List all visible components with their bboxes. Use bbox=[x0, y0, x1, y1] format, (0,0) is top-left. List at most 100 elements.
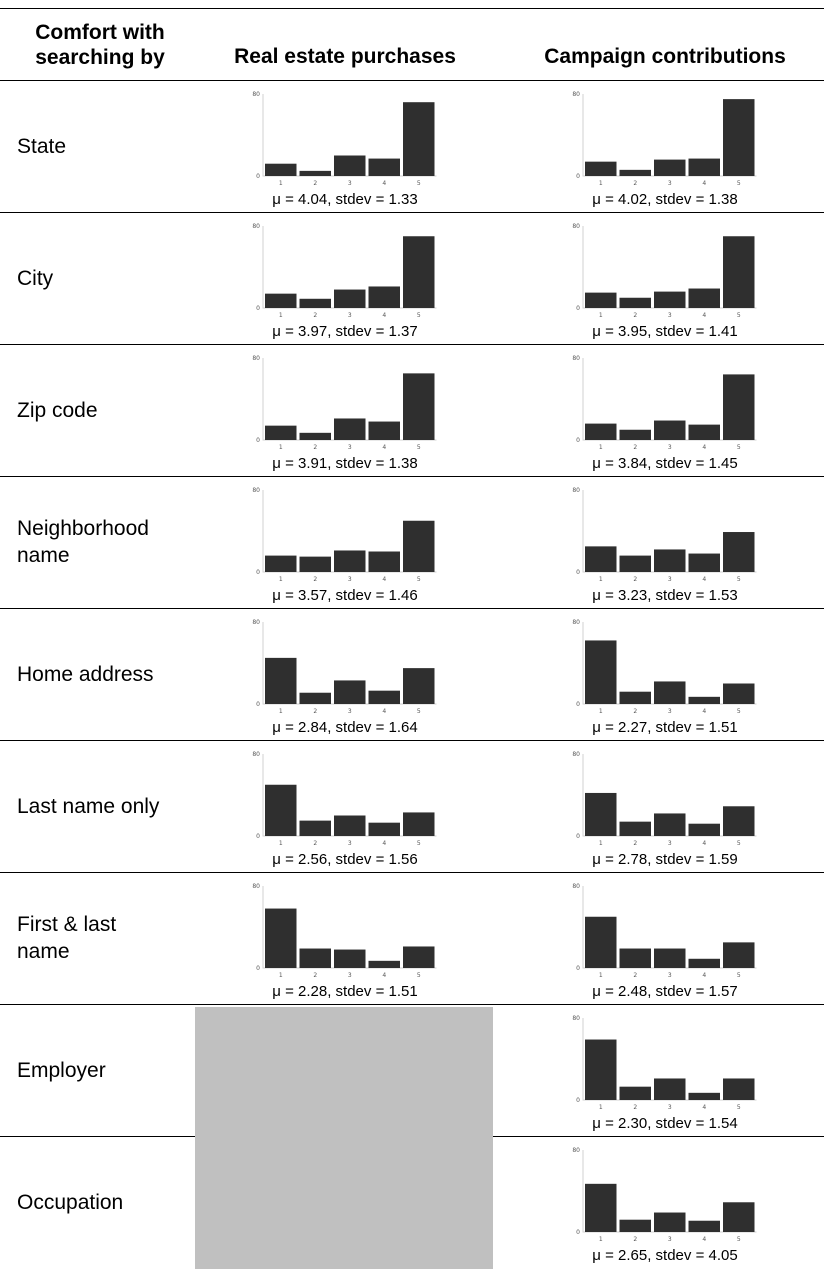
x-tick-label: 4 bbox=[702, 180, 706, 187]
y-tick-label: 0 bbox=[256, 569, 260, 576]
x-tick-label: 2 bbox=[633, 312, 637, 319]
x-tick-label: 4 bbox=[702, 972, 706, 979]
row-label-line: name bbox=[17, 544, 70, 567]
histogram-cell-campaign: 0 80 1 2 3 4 5 μ = 2.30, stdev = 1.54 bbox=[515, 1005, 815, 1137]
summary-stats: μ = 2.65, stdev = 4.05 bbox=[592, 1247, 738, 1264]
x-tick-label: 2 bbox=[633, 708, 637, 715]
summary-stats: μ = 2.56, stdev = 1.56 bbox=[272, 851, 418, 868]
x-tick-label: 2 bbox=[633, 1236, 637, 1243]
histogram-chart: 0 80 1 2 3 4 5 bbox=[252, 91, 437, 187]
histogram-bar bbox=[585, 1039, 617, 1100]
histogram-bar bbox=[299, 692, 331, 704]
summary-stats: μ = 3.57, stdev = 1.46 bbox=[272, 587, 418, 604]
histogram-bar bbox=[585, 640, 617, 704]
x-tick-label: 3 bbox=[668, 576, 672, 583]
histogram-bar bbox=[299, 948, 331, 968]
y-tick-label: 0 bbox=[256, 305, 260, 312]
histogram-bar bbox=[334, 289, 366, 308]
summary-stats: μ = 3.84, stdev = 1.45 bbox=[592, 455, 738, 472]
x-tick-label: 3 bbox=[668, 708, 672, 715]
histogram-chart: 0 80 1 2 3 4 5 bbox=[572, 91, 757, 187]
histogram-cell-campaign: 0 80 1 2 3 4 5 μ = 2.65, stdev = 4.05 bbox=[515, 1137, 815, 1269]
histogram-bar bbox=[654, 948, 686, 968]
histogram-bar bbox=[723, 1202, 755, 1232]
histogram-bar bbox=[723, 99, 755, 176]
histogram-bar bbox=[619, 948, 651, 968]
histogram-chart: 0 80 1 2 3 4 5 bbox=[572, 487, 757, 583]
x-tick-label: 1 bbox=[599, 1104, 603, 1111]
histogram-bar bbox=[619, 1219, 651, 1232]
histogram-bar bbox=[368, 822, 400, 836]
summary-stats: μ = 3.97, stdev = 1.37 bbox=[272, 323, 418, 340]
x-tick-label: 1 bbox=[279, 180, 283, 187]
x-tick-label: 5 bbox=[417, 972, 421, 979]
table-divider bbox=[0, 872, 824, 873]
row-label: Home address bbox=[17, 661, 192, 688]
x-tick-label: 3 bbox=[668, 972, 672, 979]
x-tick-label: 3 bbox=[668, 312, 672, 319]
x-tick-label: 2 bbox=[313, 444, 317, 451]
x-tick-label: 1 bbox=[599, 708, 603, 715]
histogram-bar bbox=[265, 657, 297, 704]
histogram-bar bbox=[688, 696, 720, 704]
histogram-bar bbox=[403, 373, 435, 440]
histogram-bar bbox=[368, 286, 400, 308]
x-tick-label: 5 bbox=[737, 972, 741, 979]
histogram-bar bbox=[368, 551, 400, 572]
column-header-real-estate: Real estate purchases bbox=[234, 45, 456, 68]
x-tick-label: 3 bbox=[348, 180, 352, 187]
histogram-bar bbox=[403, 668, 435, 704]
histogram-chart: 0 80 1 2 3 4 5 bbox=[252, 223, 437, 319]
histogram-bar bbox=[723, 683, 755, 704]
row-label: City bbox=[17, 265, 192, 292]
histogram-bar bbox=[585, 1183, 617, 1232]
y-tick-label: 80 bbox=[252, 883, 260, 890]
y-tick-label: 0 bbox=[256, 965, 260, 972]
x-tick-label: 3 bbox=[348, 576, 352, 583]
x-tick-label: 2 bbox=[633, 1104, 637, 1111]
x-tick-label: 4 bbox=[382, 180, 386, 187]
x-tick-label: 4 bbox=[702, 444, 706, 451]
histogram-bar bbox=[619, 1086, 651, 1100]
histogram-bar bbox=[585, 292, 617, 308]
histogram-bar bbox=[265, 163, 297, 176]
row-label-line: State bbox=[17, 134, 67, 158]
histogram-cell-campaign: 0 80 1 2 3 4 5 μ = 3.84, stdev = 1.45 bbox=[515, 345, 815, 477]
histogram-chart: 0 80 1 2 3 4 5 bbox=[572, 355, 757, 451]
y-tick-label: 0 bbox=[576, 305, 580, 312]
x-tick-label: 1 bbox=[279, 444, 283, 451]
y-tick-label: 0 bbox=[256, 701, 260, 708]
histogram-bar bbox=[619, 821, 651, 836]
histogram-bar bbox=[299, 170, 331, 176]
x-tick-label: 2 bbox=[313, 972, 317, 979]
x-tick-label: 5 bbox=[417, 312, 421, 319]
x-tick-label: 1 bbox=[599, 312, 603, 319]
histogram-bar bbox=[299, 556, 331, 572]
row-label-line: Occupation bbox=[17, 1190, 124, 1214]
x-tick-label: 3 bbox=[348, 972, 352, 979]
histogram-cell-real-estate: 0 80 1 2 3 4 5 μ = 3.97, stdev = 1.37 bbox=[195, 213, 495, 345]
table-divider bbox=[0, 80, 824, 81]
table-divider bbox=[493, 1136, 824, 1137]
row-label-line: Last name only bbox=[17, 794, 160, 818]
histogram-bar bbox=[654, 549, 686, 572]
histogram-bar bbox=[723, 942, 755, 968]
y-tick-label: 0 bbox=[576, 1229, 580, 1236]
summary-stats: μ = 2.48, stdev = 1.57 bbox=[592, 983, 738, 1000]
summary-stats: μ = 2.27, stdev = 1.51 bbox=[592, 719, 738, 736]
row-label-line: Neighborhood bbox=[17, 517, 149, 540]
x-tick-label: 1 bbox=[599, 576, 603, 583]
y-tick-label: 0 bbox=[576, 833, 580, 840]
histogram-bar bbox=[688, 823, 720, 836]
x-tick-label: 4 bbox=[702, 1236, 706, 1243]
x-tick-label: 5 bbox=[737, 444, 741, 451]
histogram-chart: 0 80 1 2 3 4 5 bbox=[252, 619, 437, 715]
x-tick-label: 3 bbox=[348, 312, 352, 319]
x-tick-label: 5 bbox=[737, 1236, 741, 1243]
y-tick-label: 0 bbox=[576, 173, 580, 180]
histogram-bar bbox=[334, 155, 366, 176]
histogram-bar bbox=[619, 555, 651, 572]
y-tick-label: 80 bbox=[572, 223, 580, 230]
histogram-bar bbox=[654, 291, 686, 308]
x-tick-label: 4 bbox=[702, 840, 706, 847]
